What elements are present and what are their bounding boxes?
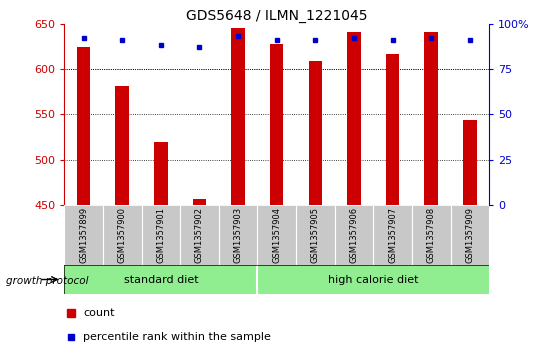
Text: GSM1357907: GSM1357907 (388, 207, 397, 263)
Text: GSM1357905: GSM1357905 (311, 207, 320, 263)
Text: standard diet: standard diet (124, 274, 198, 285)
Bar (309, 61, 322, 205)
Text: GSM1357906: GSM1357906 (349, 207, 358, 263)
Bar (373, 205, 412, 265)
Text: GSM1357901: GSM1357901 (157, 207, 165, 263)
Text: high calorie diet: high calorie diet (328, 274, 419, 285)
Bar (386, 53, 399, 205)
Bar (103, 205, 141, 265)
Bar (154, 142, 168, 205)
Text: GSM1357900: GSM1357900 (118, 207, 127, 263)
Bar (77, 47, 91, 205)
Text: percentile rank within the sample: percentile rank within the sample (83, 332, 271, 342)
Bar (193, 199, 206, 205)
Bar (335, 205, 373, 265)
Bar (347, 32, 361, 205)
Title: GDS5648 / ILMN_1221045: GDS5648 / ILMN_1221045 (186, 9, 367, 23)
Text: GSM1357908: GSM1357908 (427, 207, 435, 263)
Bar (463, 120, 477, 205)
Bar (412, 205, 451, 265)
Text: count: count (83, 308, 115, 318)
Bar (257, 205, 296, 265)
Bar (257, 265, 489, 294)
Bar (64, 205, 103, 265)
Text: GSM1357909: GSM1357909 (465, 207, 475, 263)
Text: growth protocol: growth protocol (6, 276, 88, 286)
Bar (141, 205, 180, 265)
Bar (116, 86, 129, 205)
Bar (424, 32, 438, 205)
Text: GSM1357903: GSM1357903 (234, 207, 243, 263)
Bar (296, 205, 335, 265)
Bar (64, 265, 257, 294)
Text: GSM1357899: GSM1357899 (79, 207, 88, 263)
Bar (180, 205, 219, 265)
Text: GSM1357902: GSM1357902 (195, 207, 204, 263)
Bar (231, 28, 245, 205)
Bar (270, 44, 283, 205)
Bar (451, 205, 489, 265)
Bar (219, 205, 257, 265)
Text: GSM1357904: GSM1357904 (272, 207, 281, 263)
